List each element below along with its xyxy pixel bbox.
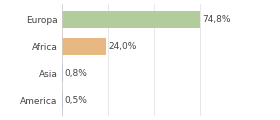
Bar	[62, 38, 106, 55]
Text: 74,8%: 74,8%	[202, 15, 230, 24]
Bar	[62, 11, 200, 28]
Text: 0,8%: 0,8%	[65, 69, 87, 78]
Text: 0,5%: 0,5%	[64, 96, 87, 105]
Text: 24,0%: 24,0%	[108, 42, 137, 51]
Bar	[62, 65, 63, 82]
